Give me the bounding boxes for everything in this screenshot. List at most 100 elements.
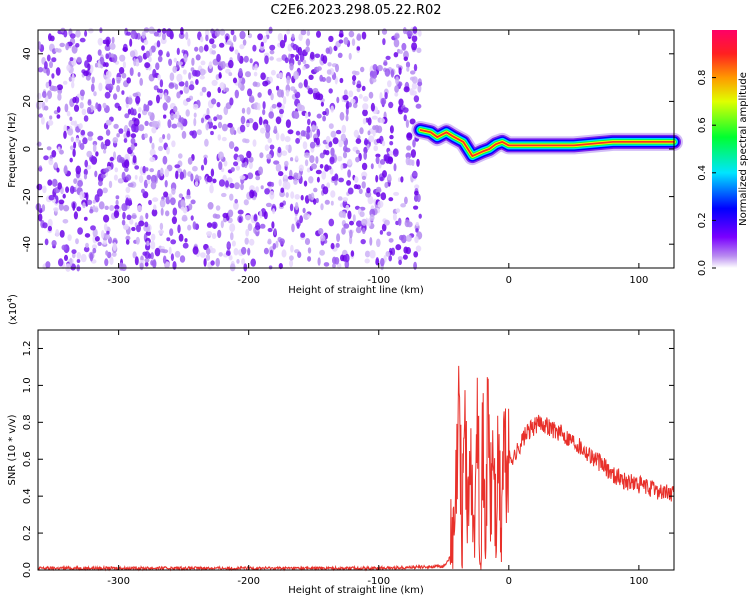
noise-speck [162, 155, 168, 165]
noise-speck [328, 35, 334, 43]
noise-speck [119, 54, 126, 62]
noise-speck [66, 64, 71, 72]
noise-speck [224, 87, 230, 93]
noise-speck [45, 81, 50, 89]
noise-speck [287, 129, 294, 135]
noise-speck [38, 213, 43, 222]
snr-series-line [37, 365, 675, 572]
noise-speck [80, 129, 86, 136]
noise-speck [319, 164, 324, 169]
noise-speck [105, 250, 109, 256]
noise-speck [403, 246, 409, 254]
noise-speck [188, 72, 192, 80]
noise-speck [356, 87, 361, 93]
noise-speck [134, 256, 139, 266]
noise-speck [371, 115, 378, 120]
noise-speck [356, 34, 362, 41]
noise-speck [292, 43, 298, 51]
noise-speck [130, 144, 135, 151]
noise-speck [307, 247, 312, 254]
noise-speck [167, 119, 172, 129]
noise-speck [413, 205, 419, 210]
noise-speck [247, 172, 254, 180]
noise-speck [302, 59, 307, 65]
noise-speck [306, 167, 311, 173]
noise-speck [284, 136, 291, 143]
noise-speck [139, 262, 144, 271]
noise-speck [130, 107, 134, 116]
noise-speck [200, 252, 206, 258]
noise-speck [164, 180, 168, 188]
noise-speck [121, 90, 125, 95]
noise-speck [148, 56, 152, 63]
noise-speck [157, 55, 163, 63]
noise-speck [232, 34, 237, 43]
noise-speck [324, 199, 330, 205]
noise-speck [275, 240, 279, 248]
noise-speck [263, 211, 268, 220]
noise-speck [44, 238, 49, 246]
noise-speck [260, 72, 266, 80]
noise-speck [311, 125, 316, 130]
noise-speck [61, 244, 67, 251]
noise-speck [171, 187, 176, 195]
noise-speck [308, 176, 314, 184]
noise-speck [385, 251, 391, 257]
noise-speck [131, 226, 136, 232]
noise-speck [260, 127, 266, 134]
noise-speck [181, 130, 187, 139]
noise-speck [325, 47, 330, 54]
noise-speck [104, 62, 109, 68]
noise-speck [356, 83, 362, 89]
spectrogram-x-tick-label: -200 [237, 275, 260, 286]
noise-speck [158, 229, 165, 234]
noise-speck [328, 218, 335, 227]
noise-speck [87, 63, 91, 71]
noise-speck [145, 212, 149, 220]
noise-speck [395, 208, 401, 213]
noise-speck [211, 221, 218, 229]
noise-speck [390, 69, 395, 78]
noise-speck [134, 174, 138, 180]
noise-speck [168, 246, 172, 255]
noise-speck [229, 182, 235, 189]
noise-speck [219, 42, 225, 48]
noise-speck [112, 137, 119, 144]
spectrogram-signal-track [411, 121, 683, 166]
noise-speck [95, 102, 99, 110]
noise-speck [59, 230, 65, 238]
noise-speck [194, 46, 199, 52]
noise-speck [180, 206, 185, 211]
noise-speck [44, 61, 48, 70]
noise-speck [417, 84, 422, 93]
noise-speck [150, 181, 157, 190]
noise-speck [342, 197, 349, 202]
noise-speck [298, 33, 303, 41]
noise-speck [116, 133, 120, 138]
noise-speck [99, 56, 105, 65]
noise-speck [259, 210, 263, 219]
noise-speck [177, 168, 183, 174]
noise-speck [85, 74, 91, 81]
noise-speck [158, 137, 164, 143]
noise-speck [411, 76, 418, 84]
noise-speck [287, 175, 294, 180]
noise-speck [285, 192, 289, 198]
noise-speck [271, 103, 277, 109]
noise-speck [321, 77, 327, 82]
noise-speck [159, 199, 166, 208]
noise-speck [206, 175, 213, 183]
noise-speck [63, 130, 67, 139]
noise-speck [315, 197, 319, 204]
noise-speck [192, 103, 199, 110]
noise-speck [384, 68, 391, 77]
noise-speck [105, 83, 111, 89]
noise-speck [339, 111, 345, 121]
colorbar-tick-label: 0.2 [697, 212, 708, 228]
noise-speck [42, 222, 48, 229]
noise-speck [97, 37, 104, 46]
noise-speck [104, 44, 111, 51]
noise-speck [376, 125, 383, 134]
noise-speck [180, 199, 186, 207]
noise-speck [64, 103, 69, 113]
